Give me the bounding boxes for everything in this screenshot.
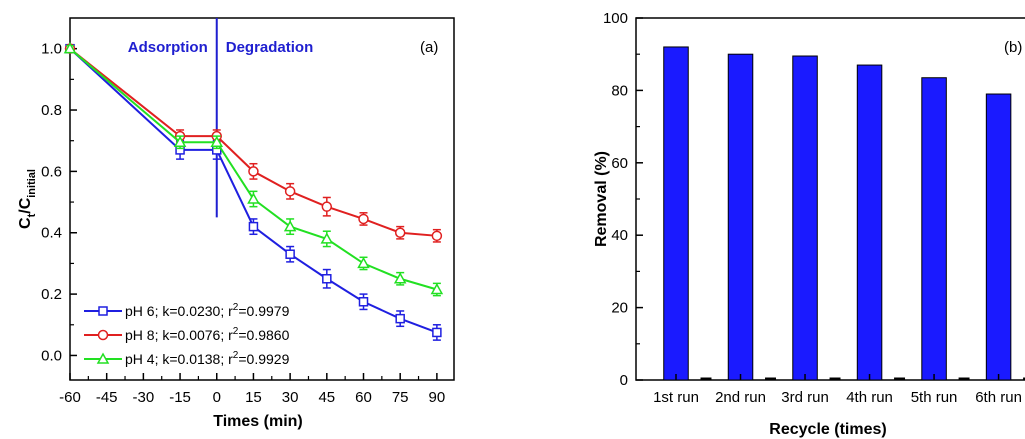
panel-a-y-tick-label: 0.4 bbox=[41, 225, 62, 242]
adsorption-region-label: Adsorption bbox=[128, 39, 208, 56]
data-point-ph4 bbox=[430, 282, 444, 295]
panel-b-y-tick-label: 40 bbox=[611, 227, 628, 244]
data-point-ph8 bbox=[284, 186, 296, 197]
series-ph8 bbox=[64, 43, 443, 243]
panel-b-x-tick-label: 6th run bbox=[975, 389, 1022, 406]
legend-item-ph8: pH 8; k=0.0076; r2=0.9860 bbox=[84, 326, 290, 343]
data-point-ph4 bbox=[320, 232, 334, 244]
legend-label-ph4: pH 4; k=0.0138; r2=0.9929 bbox=[125, 350, 290, 367]
panel-b-y-tick-label: 0 bbox=[620, 372, 628, 389]
series-ph4 bbox=[63, 42, 444, 297]
panel-b-y-tick-label: 80 bbox=[611, 82, 628, 99]
legend-marker-ph4 bbox=[96, 352, 110, 364]
legend-marker-ph6 bbox=[98, 306, 108, 316]
legend-item-ph4: pH 4; k=0.0138; r2=0.9929 bbox=[84, 350, 290, 367]
bar-1 bbox=[663, 46, 689, 381]
panel-b-tag: (b) bbox=[1004, 39, 1022, 56]
panel-b-y-ticks: 0 20 40 60 80 100 bbox=[603, 10, 643, 389]
panel-a-x-tick-label: 15 bbox=[245, 389, 262, 406]
bar-2 bbox=[727, 53, 754, 381]
panel-a-plot-frame bbox=[69, 17, 455, 381]
legend-item-ph6: pH 6; k=0.0230; r2=0.9979 bbox=[84, 302, 290, 319]
data-point-ph4 bbox=[393, 272, 407, 284]
data-point-ph4 bbox=[173, 135, 187, 147]
bar-5 bbox=[921, 77, 947, 381]
data-point-ph6 bbox=[432, 327, 442, 338]
panel-a-x-tick-label: 45 bbox=[318, 389, 335, 406]
data-point-ph8 bbox=[321, 201, 333, 212]
panel-a-x-ticks: -60 -45 -30 -15 0 15 30 45 60 75 90 bbox=[59, 373, 445, 406]
panel-a-tag: (a) bbox=[420, 39, 438, 56]
panel-b-x-tick-label: 2nd run bbox=[715, 389, 766, 406]
panel-a-y-tick-label: 0.0 bbox=[41, 347, 62, 364]
data-point-ph8 bbox=[248, 166, 259, 177]
panel-b-y-axis-title: Removal (%) bbox=[593, 151, 610, 247]
panel-a-x-tick-label: 0 bbox=[213, 389, 221, 406]
data-point-ph8 bbox=[358, 213, 369, 225]
degradation-region-label: Degradation bbox=[226, 39, 314, 56]
bar-6 bbox=[985, 93, 1012, 381]
panel-a-legend: pH 6; k=0.0230; r2=0.9979 pH 8; k=0.0076… bbox=[84, 302, 290, 367]
panel-a-y-tick-label: 0.6 bbox=[41, 163, 62, 180]
data-point-ph4 bbox=[357, 256, 370, 269]
data-point-ph6 bbox=[322, 274, 332, 284]
data-point-ph4 bbox=[247, 192, 260, 204]
panel-a-y-tick-label: 0.8 bbox=[41, 102, 62, 119]
data-point-ph6 bbox=[248, 221, 259, 232]
panel-b-x-ticks: 1st run 2nd run 3rd run 4th run 5th run 6th r… bbox=[653, 374, 1022, 406]
data-point-ph4 bbox=[63, 42, 77, 54]
panel-b-y-tick-label: 20 bbox=[611, 300, 628, 317]
panel-a-series bbox=[63, 42, 444, 341]
panel-b-x-axis-title: Recycle (times) bbox=[769, 421, 886, 438]
series-line-ph8 bbox=[69, 47, 437, 237]
panel-b-y-tick-label: 60 bbox=[611, 155, 628, 172]
bar-3 bbox=[792, 55, 818, 381]
panel-a-line-chart: Adsorption Degradation (a) -60 -45 -30 -15 0… bbox=[17, 17, 455, 430]
panel-a-x-tick-label: -45 bbox=[96, 389, 118, 406]
panel-a-x-tick-label: -60 bbox=[59, 389, 81, 406]
panel-a-x-tick-label: -30 bbox=[133, 389, 155, 406]
panel-a-x-tick-label: 60 bbox=[355, 389, 372, 406]
panel-b-bars bbox=[663, 46, 1025, 381]
data-point-ph4 bbox=[283, 220, 297, 232]
panel-a-y-tick-label: 0.2 bbox=[41, 286, 62, 303]
panel-a-y-axis-title: Ct/Cinitial bbox=[17, 169, 38, 229]
panel-a-y-ticks: 0.0 0.2 0.4 0.6 0.8 1.0 bbox=[41, 41, 77, 364]
legend-marker-ph8 bbox=[97, 329, 109, 341]
data-point-ph6 bbox=[395, 313, 405, 324]
panel-a-x-tick-label: 75 bbox=[392, 389, 409, 406]
data-point-ph6 bbox=[358, 297, 369, 307]
panel-b-x-tick-label: 5th run bbox=[911, 389, 958, 406]
panel-b-y-tick-label: 100 bbox=[603, 10, 628, 27]
data-point-ph8 bbox=[394, 227, 406, 238]
panel-b-x-tick-label: 1st run bbox=[653, 389, 699, 406]
panel-a-x-tick-label: -15 bbox=[169, 389, 191, 406]
panel-b-x-tick-label: 4th run bbox=[846, 389, 893, 406]
data-point-ph4 bbox=[210, 135, 224, 147]
data-point-ph8 bbox=[431, 230, 443, 242]
panel-b-x-tick-label: 3rd run bbox=[781, 389, 829, 406]
panel-a-y-tick-label: 1.0 bbox=[41, 41, 62, 58]
panel-b-bar-chart: (b) 0 20 40 60 80 100 1st run 2nd run 3rd run 4t… bbox=[593, 10, 1025, 438]
data-point-ph6 bbox=[285, 249, 295, 259]
legend-label-ph6: pH 6; k=0.0230; r2=0.9979 bbox=[125, 302, 290, 319]
legend-label-ph8: pH 8; k=0.0076; r2=0.9860 bbox=[125, 326, 290, 343]
panel-a-x-axis-title: Times (min) bbox=[213, 413, 303, 430]
panel-b-plot-frame bbox=[635, 17, 1025, 381]
panel-a-x-tick-label: 90 bbox=[429, 389, 446, 406]
bar-4 bbox=[856, 64, 883, 381]
panel-a-x-tick-label: 30 bbox=[282, 389, 299, 406]
